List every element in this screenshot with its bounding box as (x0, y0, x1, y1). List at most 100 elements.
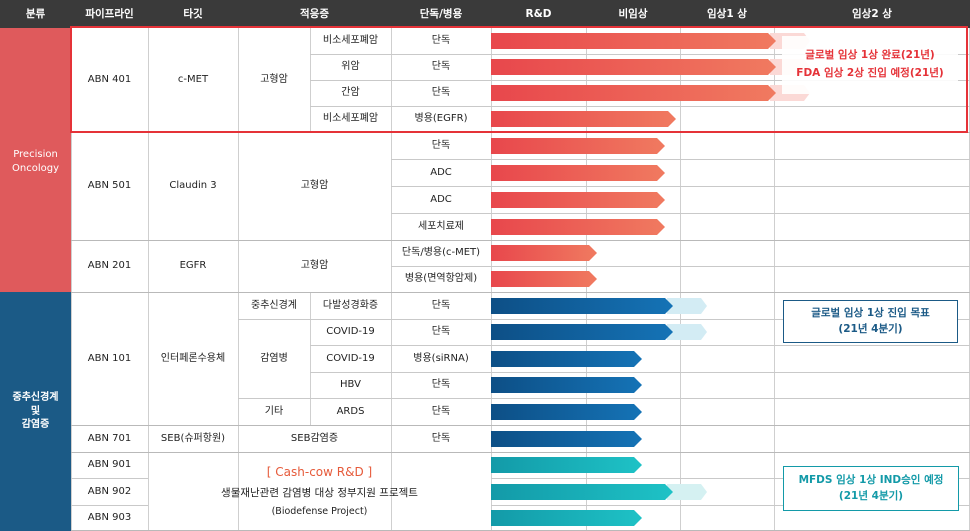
progress-arrow (491, 483, 707, 500)
progress-arrow (491, 59, 810, 75)
progress-arrow (491, 350, 642, 367)
abn401-callout-line1: 글로벌 임상 1상 완료(21년) (805, 49, 935, 62)
mode-cell: 병용(EGFR) (414, 113, 468, 125)
indication-covid-1: COVID-19 (326, 326, 375, 338)
header-pipeline: 파이프라인 (71, 0, 148, 28)
progress-arrow-body (491, 377, 642, 393)
mode-cell: 단독 (431, 87, 451, 99)
progress-arrow-body (491, 218, 665, 235)
target-egfr: EGFR (179, 260, 207, 272)
progress-arrow (491, 457, 642, 473)
progress-arrow (491, 164, 665, 181)
mode-cell: 병용(siRNA) (413, 352, 469, 364)
category-cns-infection: 중추신경계 및 감염증 (0, 292, 71, 531)
pipeline-abn701: ABN 701 (87, 432, 132, 444)
progress-arrow (491, 324, 707, 340)
cashcow-line1: 생물재난관련 감염병 대상 정부지원 프로젝트 (221, 487, 418, 500)
cashcow-line2: (Biodefense Project) (271, 506, 368, 518)
mode-cell: 단독 (431, 299, 451, 311)
progress-arrow-body (491, 403, 642, 420)
progress-arrow-body (491, 483, 673, 500)
progress-arrow (491, 430, 642, 447)
pipeline-abn901: ABN 901 (87, 459, 132, 471)
progress-arrow-fade (667, 324, 707, 340)
header-phase2: 임상2 상 (774, 0, 970, 28)
indication-ards: ARDS (336, 405, 365, 417)
progress-arrow (491, 85, 810, 101)
progress-arrow (491, 403, 642, 420)
progress-arrow-body (491, 59, 776, 75)
pipeline-abn903: ABN 903 (87, 512, 132, 524)
cashcow-callout-line2: (21년 4분기) (838, 489, 904, 502)
pipeline-abn201: ABN 201 (87, 260, 132, 272)
progress-arrow-body (491, 430, 642, 447)
abn401-callout-line2: FDA 임상 2상 진입 예정(21년) (796, 67, 944, 79)
indication-infection-group: 감염병 (260, 352, 288, 364)
abn101-callout-line1: 글로벌 임상 1상 진입 목표 (811, 306, 930, 319)
progress-arrow-body (491, 457, 642, 473)
progress-arrow-body (491, 350, 642, 367)
mode-cell: 단독 (431, 405, 451, 417)
mode-cell: 단독 (431, 379, 451, 391)
progress-arrow-fade (667, 297, 707, 314)
progress-arrow (491, 111, 676, 127)
progress-arrow (491, 271, 597, 287)
header-mode: 단독/병용 (391, 0, 491, 28)
mode-cell: 세포치료제 (418, 220, 464, 232)
pipeline-abn501: ABN 501 (87, 180, 132, 192)
progress-arrow-body (491, 33, 776, 49)
progress-arrow (491, 510, 642, 526)
progress-arrow-body (491, 271, 597, 287)
progress-arrow-fade (667, 483, 707, 500)
progress-arrow-body (491, 137, 665, 154)
header-indication: 적응증 (238, 0, 391, 28)
progress-arrow-body (491, 324, 673, 340)
mode-cell: 단독 (431, 61, 451, 73)
pipeline-abn401: ABN 401 (87, 74, 132, 86)
progress-arrow-body (491, 191, 665, 208)
mode-cell: 병용(면역항암제) (404, 273, 478, 285)
cashcow-block: [ Cash-cow R&D ] 생물재난관련 감염병 대상 정부지원 프로젝트… (148, 452, 491, 531)
mode-cell: 단독 (431, 35, 451, 47)
indication-solid-501: 고형암 (300, 180, 329, 192)
target-cmet: c-MET (177, 74, 209, 86)
progress-arrow (491, 137, 665, 154)
header-category: 분류 (0, 0, 71, 28)
progress-arrow-body (491, 164, 665, 181)
indication-solid-201: 고형암 (300, 260, 329, 272)
indication-ms: 다발성경화증 (322, 299, 379, 311)
mode-cell: ADC (430, 193, 452, 205)
indication-cns-group: 중추신경계 (251, 299, 297, 311)
indication-covid-2: COVID-19 (326, 352, 375, 364)
indication-liver: 간암 (341, 87, 360, 99)
pipeline-abn101: ABN 101 (87, 352, 132, 364)
mode-cell: 단독 (431, 432, 451, 444)
target-interferon: 인터페론수용체 (160, 352, 226, 364)
mode-cell: ADC (430, 166, 452, 178)
header-phase1: 임상1 상 (680, 0, 774, 28)
cashcow-title: [ Cash-cow R&D ] (266, 464, 373, 479)
progress-arrow (491, 218, 665, 235)
indication-hbv: HBV (340, 379, 361, 391)
header-preclinical: 비임상 (586, 0, 680, 28)
pipeline-abn902: ABN 902 (87, 485, 132, 497)
header-rnd: R&D (491, 0, 586, 28)
progress-arrow-body (491, 245, 597, 261)
progress-arrow (491, 377, 642, 393)
progress-arrow (491, 245, 597, 261)
indication-solid-401: 고형암 (260, 74, 288, 86)
abn101-callout: 글로벌 임상 1상 진입 목표 (21년 4분기) (783, 300, 958, 343)
cashcow-callout: MFDS 임상 1상 IND승인 예정 (21년 4분기) (783, 466, 959, 511)
mode-cell: 단독/병용(c-MET) (401, 247, 481, 259)
header-target: 타깃 (148, 0, 238, 28)
target-claudin3: Claudin 3 (169, 180, 217, 192)
indication-nsclc-1: 비소세포폐암 (322, 35, 379, 47)
mode-cell: 단독 (431, 326, 451, 338)
progress-arrow-body (491, 297, 673, 314)
target-seb: SEB(슈퍼항원) (160, 432, 226, 444)
progress-arrow-body (491, 85, 776, 101)
progress-arrow-body (491, 510, 642, 526)
abn401-callout: 글로벌 임상 1상 완료(21년) FDA 임상 2상 진입 예정(21년) (782, 36, 958, 94)
indication-nsclc-2: 비소세포폐암 (322, 113, 379, 125)
